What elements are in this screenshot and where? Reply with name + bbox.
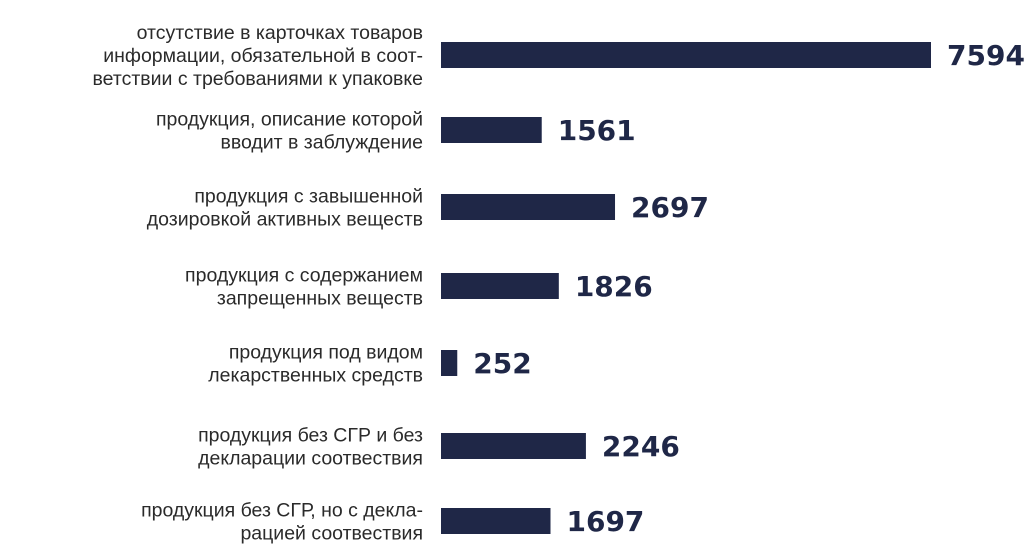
category-label-2: продукция с завышенной дозировкой активны…: [147, 186, 423, 231]
category-label-line: продукция с завышенной: [194, 186, 423, 208]
bar-0: [441, 42, 931, 68]
value-label-2: 2697: [631, 191, 709, 224]
category-label-4: продукция под видом лекарственных средств: [208, 342, 423, 387]
bar-3: [441, 273, 559, 299]
category-label-line: продукция с содержанием: [185, 265, 423, 287]
category-label-0: отсутствие в карточках товаров информации…: [93, 22, 423, 90]
category-label-line: вводит в заблуждение: [220, 132, 423, 154]
category-label-6: продукция без СГР, но с декла-рацией соо…: [141, 500, 423, 545]
category-label-1: продукция, описание которой вводит в забл…: [156, 109, 423, 154]
value-label-0: 7594: [947, 39, 1024, 72]
bar-2: [441, 194, 616, 220]
bar-1: [441, 117, 542, 143]
bar-6: [441, 508, 551, 534]
bar-4: [441, 350, 458, 376]
bars-group: [441, 42, 931, 534]
category-label-5: продукция без СГР и без декларации соотве…: [198, 425, 423, 470]
category-label-line: продукция под видом: [229, 342, 423, 364]
category-label-line: декларации соотвествия: [198, 448, 423, 470]
value-label-3: 1826: [575, 270, 653, 303]
value-label-4: 252: [473, 347, 531, 380]
value-labels-group: 7594 1561 2697 1826 252 2246 1697: [473, 39, 1024, 538]
category-label-line: лекарственных средств: [208, 365, 423, 387]
bar-5: [441, 433, 586, 459]
category-label-line: дозировкой активных веществ: [147, 209, 423, 231]
value-label-5: 2246: [602, 430, 680, 463]
category-label-line: ветствии с требованиями к упаковке: [93, 68, 423, 90]
value-label-1: 1561: [558, 114, 636, 147]
category-label-line: продукция без СГР и без: [198, 425, 423, 447]
category-label-3: продукция с содержанием запрещенных вещес…: [185, 265, 423, 310]
category-label-line: отсутствие в карточках товаров: [137, 22, 423, 44]
category-label-line: продукция, описание которой: [156, 109, 423, 131]
category-label-line: продукция без СГР, но с декла-: [141, 500, 423, 522]
category-label-line: информации, обязательной в соот-: [103, 45, 423, 67]
value-label-6: 1697: [566, 505, 644, 538]
category-label-line: рацией соотвествия: [240, 523, 423, 545]
category-labels-group: отсутствие в карточках товаров информации…: [93, 22, 424, 545]
category-label-line: запрещенных веществ: [217, 288, 423, 310]
